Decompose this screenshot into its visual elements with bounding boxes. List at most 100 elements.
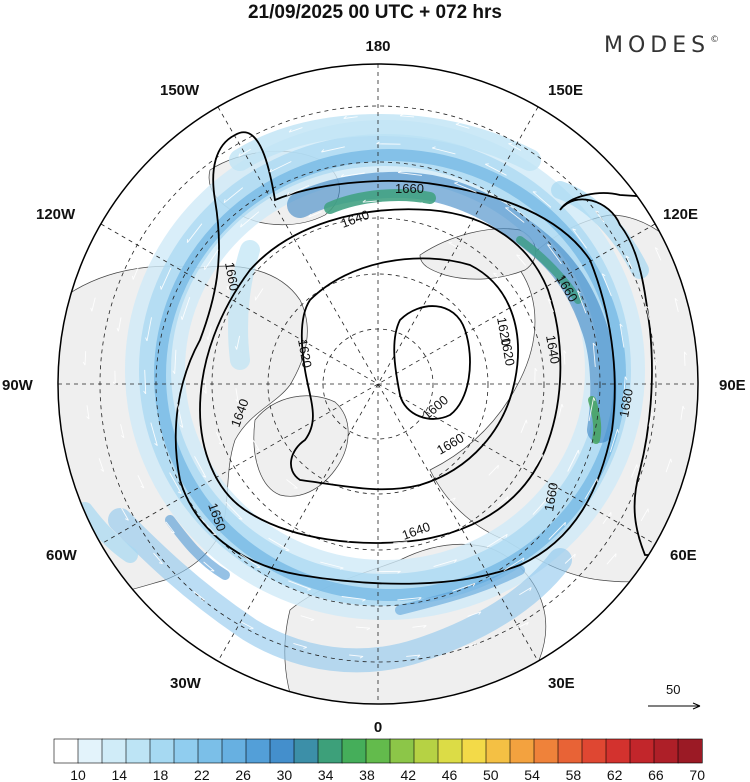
wind-vector [137,475,145,489]
colorbar-swatch [341,738,367,764]
colorbar-tick-label: 50 [483,767,499,782]
wind-vector [625,255,633,269]
wind-vector [431,146,456,155]
lon-label-120w: 120W [36,206,76,223]
lon-label-30e: 30E [548,675,575,692]
wind-vector [132,266,140,280]
wind-vector [153,552,163,565]
wind-vector [515,621,529,630]
wind-reference: 50 [648,682,701,710]
wind-vector [640,508,649,522]
wind-vector [516,254,527,266]
wind-vector [116,317,122,332]
colorbar-tick-label: 46 [442,767,458,782]
wind-vector [120,424,125,439]
wind-vector [648,412,654,427]
colorbar-swatch [77,738,103,764]
wind-vector [497,496,509,507]
wind-vector [586,160,598,172]
wind-vector [493,272,503,284]
wind-vector [584,478,598,500]
wind-vector [503,557,525,572]
colorbar-swatch [389,738,415,764]
wind-vector [143,369,147,395]
wind-vector [248,593,262,602]
wind-vector [630,464,638,478]
wind-vector [448,526,462,533]
wind-vector [619,323,625,348]
wind-vector [397,597,422,601]
copyright-mark: © [710,35,720,45]
wind-vector [90,297,96,312]
wind-vector [194,180,206,191]
lon-label-150e: 150E [548,82,583,99]
wind-vector [393,541,408,545]
wind-vector [680,405,685,420]
wind-vector [165,521,175,534]
wind-vector [563,350,567,365]
colorbar-swatch [317,738,343,764]
wind-vector [519,587,532,596]
wind-vector [180,296,191,320]
wind-vector [300,615,315,622]
contour-label: 1660 [395,181,424,196]
wind-vector [558,403,564,418]
wind-vectors [82,84,687,659]
wind-vector [602,512,612,525]
wind-vector [349,654,364,659]
wind-vector [418,202,433,208]
wind-vector [108,246,116,260]
wind-vector [321,146,345,153]
wind-vector [150,422,158,447]
lon-label-180: 180 [365,38,390,55]
colorbar-tick-label: 58 [566,767,582,782]
lon-label-60w: 60W [46,547,78,564]
wind-vector [177,404,184,428]
wind-vector [645,305,650,320]
wind-vector [609,429,619,453]
height-contours [174,131,698,585]
wind-vector [541,128,554,137]
colorbar-swatch [581,738,607,764]
colorbar-swatch [101,738,127,764]
contour-1620 [290,257,519,491]
wind-vector [291,252,304,261]
wind-vector [532,496,550,515]
wind-vector [535,454,544,467]
wind-vector [204,249,219,270]
wind-vector [86,405,90,420]
wind-vector [442,497,456,505]
wind-vector [266,104,281,111]
wind-vector [136,200,146,213]
wind-vector [452,582,476,592]
wind-vector [121,507,129,521]
wind-reference-value: 50 [666,682,680,697]
wind-vector [376,570,401,574]
wind-vector [674,297,679,313]
colorbar-tick-label: 62 [607,767,623,782]
wind-reference-arrowhead [692,702,701,710]
lon-label-60e: 60E [670,547,697,564]
wind-vector [564,591,577,601]
lon-label-150w: 150W [160,82,200,99]
lon-label-90e: 90E [719,377,746,394]
wind-vector [254,288,264,301]
colorbar-swatch [365,738,391,764]
wind-vector [508,142,522,151]
wind-vector [243,478,254,490]
wind-vector [82,351,87,366]
colorbar-tick-label: 70 [689,767,705,782]
wind-vector [112,370,116,386]
wind-vector [186,223,203,243]
colorbar-swatch [413,738,439,764]
colorbar: 10 14 18 22 26 30 34 38 42 46 50 54 58 62 66 70 [53,738,705,782]
wind-vector [288,127,303,133]
contour-label: 1640 [543,334,563,365]
wind-vector [240,553,261,568]
contour-1680 [559,192,698,556]
wind-vector [251,438,260,451]
colorbar-swatch [485,738,511,764]
colorbar-tick-label: 26 [235,767,251,782]
wind-vector [588,397,596,422]
